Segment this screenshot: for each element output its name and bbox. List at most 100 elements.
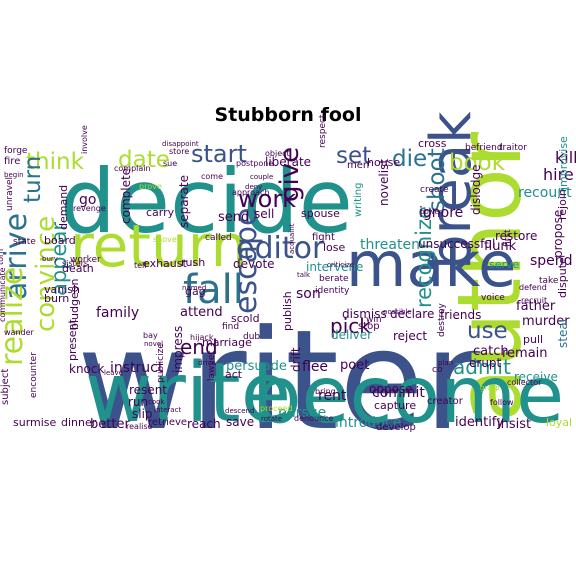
word-arrive: arrive (0, 213, 34, 300)
word-forge: forge (4, 146, 28, 156)
word-spend: spend (530, 253, 573, 269)
word-shoot: shoot (424, 148, 450, 212)
word-persuade: persuade (226, 359, 287, 374)
word-deny: deny (245, 183, 262, 191)
word-retrieve: retrieve (148, 417, 187, 428)
word-publicize: publicize (156, 343, 166, 383)
word-dispute: dispute (556, 257, 569, 298)
word-give: give (275, 147, 305, 202)
word-store: store (169, 147, 189, 156)
word-dislodge: dislodge (469, 165, 483, 216)
word-creator: creator (427, 396, 464, 407)
word-identify: identify (455, 415, 504, 430)
word-separate: separate (177, 175, 191, 228)
word-son: son (296, 286, 321, 302)
word-acquaint: acquaint (288, 223, 296, 254)
word-recognize: recognize (412, 206, 436, 308)
word-save: save (226, 415, 254, 429)
word-loyal: loyal (546, 416, 572, 429)
word-act: act (225, 368, 243, 381)
word-communicate: communicate (0, 267, 7, 322)
word-pull: pull (523, 333, 543, 346)
word-capture: capture (374, 399, 416, 412)
word-leave: leave (104, 369, 123, 377)
word-escape: escape (229, 208, 264, 314)
word-develop: develop (376, 422, 416, 433)
word-follow: follow (490, 398, 514, 407)
word-first: first (503, 229, 513, 247)
word-unravel: unravel (5, 177, 15, 211)
word-set: set (336, 143, 371, 169)
word-rejoin: rejoin (556, 189, 569, 220)
word-scold: scold (231, 312, 260, 325)
word-rent: rent (318, 388, 347, 404)
word-plan: plan (438, 359, 453, 367)
word-bury: bury (42, 255, 58, 263)
word-unsuccessful: unsuccessful (418, 237, 495, 251)
word-resent: resent (129, 383, 167, 397)
word-sisters: sisters (62, 259, 88, 268)
word-identity: identity (315, 286, 350, 296)
word-come: come (201, 172, 223, 181)
word-date: date (118, 147, 170, 173)
word-surmise: surmise (13, 416, 57, 429)
word-worker: worker (70, 255, 101, 265)
word-grasp: grasp (480, 384, 500, 392)
word-hire: hire (543, 165, 574, 184)
word-subject: subject (0, 369, 11, 405)
word-murder: murder (522, 314, 570, 329)
word-recount: recount (518, 185, 572, 201)
word-win: win (366, 315, 382, 325)
word-make: make (346, 228, 516, 301)
word-hijack: hijack (190, 333, 214, 342)
word-knock: knock (69, 362, 104, 376)
word-return: return (70, 212, 247, 280)
word-receive: receive (514, 370, 558, 384)
word-disappoint: disappoint (162, 140, 199, 148)
word-carry: carry (146, 206, 175, 219)
word-run: run (128, 395, 148, 409)
word-approach: approach (232, 188, 269, 197)
word-go: go (79, 192, 96, 208)
word-fire: fire (4, 156, 20, 167)
word-turn: turn (20, 156, 46, 203)
word-co: co (432, 365, 443, 375)
word-publish: publish (281, 291, 294, 331)
word-dismiss: dismiss (342, 307, 387, 321)
word-postpone: postpone (236, 159, 273, 168)
word-marriage: marriage (202, 336, 252, 349)
word-house: house (367, 156, 400, 169)
word-slip: slip (132, 407, 153, 421)
word-board: board (44, 234, 76, 247)
word-realise: realise (126, 422, 153, 431)
word-rush: rush (181, 256, 205, 269)
word-named: named (182, 284, 206, 292)
word-berate: berate (319, 274, 349, 284)
word-die: die (392, 146, 427, 172)
word-fall: fall (183, 267, 244, 313)
word-better: better (90, 417, 130, 432)
word-revenge: revenge (73, 204, 106, 213)
word-catch: catch (473, 344, 509, 359)
word-remain: remain (502, 346, 548, 361)
word-steal: steal (556, 319, 570, 348)
word-father: father (516, 299, 556, 314)
word-descend: descend (225, 407, 254, 415)
word-possible: possible (383, 308, 412, 316)
word-shove: shove (153, 235, 177, 244)
word-serve: serve (489, 258, 520, 271)
word-criticize: criticize (327, 261, 354, 269)
word-restore: restore (495, 229, 537, 243)
word-object: object (265, 149, 290, 158)
word-present: present (66, 318, 79, 361)
word-bay: bay (143, 331, 158, 340)
word-lose: lose (323, 241, 346, 254)
word-talk: talk (297, 271, 311, 279)
word-friends: friends (440, 308, 481, 322)
word-cross: cross (418, 137, 447, 150)
word-voice: voice (481, 293, 505, 303)
word-devote: devote (233, 257, 275, 271)
word-destroy: destroy (437, 303, 447, 337)
word-admit: admit (453, 355, 511, 379)
word-involve: involve (80, 125, 89, 154)
